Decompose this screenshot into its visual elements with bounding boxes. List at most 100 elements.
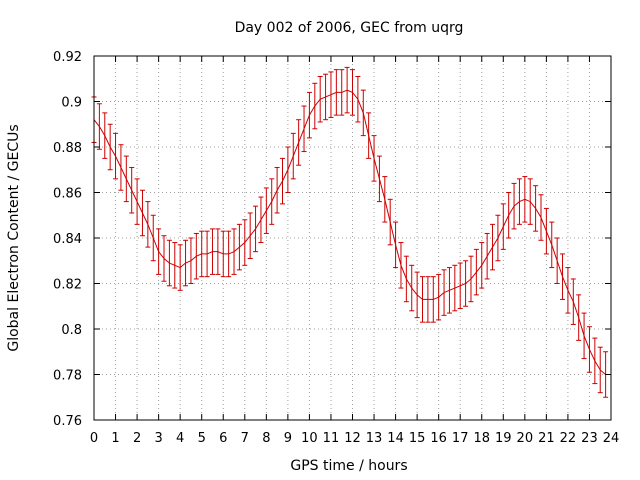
error-bar [242,219,248,266]
error-bar [495,214,501,262]
x-tick-label: 9 [284,431,292,446]
error-bar [139,189,145,237]
error-bar [247,212,253,259]
y-tick-label: 0.8 [61,323,82,338]
error-bar [446,267,452,314]
x-tick-label: 7 [241,431,249,446]
error-bar [355,75,361,123]
error-bar [473,248,479,296]
error-bar [376,155,382,203]
error-bar [145,201,151,248]
x-tick-label: 17 [452,431,469,446]
x-tick-label: 0 [90,431,98,446]
error-bar [183,239,189,287]
x-tick-label: 18 [473,431,490,446]
error-bar [253,205,259,253]
error-bar [231,228,237,275]
error-bar [215,228,221,275]
error-bar [430,276,436,323]
error-bar [269,178,275,225]
error-bar [516,178,522,225]
error-bar [441,269,447,316]
series-line [93,89,606,375]
error-bar [156,228,162,275]
error-bar [403,255,409,303]
error-bar [301,105,307,153]
error-bar [570,278,576,325]
error-bar [576,294,582,341]
error-bar [350,69,355,116]
error-bar [560,253,566,300]
y-tick-label: 0.78 [53,369,82,384]
error-bar [366,112,372,159]
error-bar [220,230,226,278]
x-tick-label: 1 [111,431,119,446]
x-tick-label: 6 [219,431,227,446]
x-tick-label: 22 [560,431,577,446]
error-bar [506,192,512,239]
chart-title: Day 002 of 2006, GEC from uqrg [235,20,464,36]
error-bar [102,112,108,159]
x-tick-label: 5 [198,431,206,446]
error-bar [398,242,404,289]
error-bar [500,203,506,250]
y-tick-label: 0.76 [53,414,82,429]
x-tick-label: 21 [538,431,555,446]
error-bar [274,166,280,214]
data-series [91,66,609,398]
error-bar [107,123,113,171]
x-tick-label: 23 [581,431,598,446]
error-bar [166,239,172,287]
error-bar [150,214,156,262]
error-bar [118,144,124,191]
error-bar [468,255,474,303]
error-bar [543,207,549,255]
x-tick-label: 12 [344,431,361,446]
error-bar [134,178,140,225]
x-tick-label: 2 [133,431,141,446]
x-tick-label: 14 [387,431,404,446]
x-tick-label: 4 [176,431,184,446]
error-bar [333,69,339,116]
plot-frame [93,55,612,421]
x-tick-label: 24 [603,431,620,446]
error-bar [382,176,388,223]
error-bar [285,146,291,193]
x-tick-label: 11 [323,431,340,446]
error-bar [204,230,210,278]
error-bar [549,221,555,269]
error-bar [387,198,393,246]
error-bar [371,135,377,182]
error-bar [420,276,426,323]
error-bar [457,262,463,310]
error-bar [209,228,215,275]
axes: 0 1 2 3 4 5 6 7 8 9 10 11 12 13 14 15 16 17 18 19 20 21 22 23 24… [53,50,619,446]
error-bar [96,103,102,150]
y-axis-label: Global Electron Content / GECUs [6,124,22,351]
error-bar [113,132,119,180]
y-tick-label: 0.82 [53,278,82,293]
error-bar [344,66,350,114]
x-tick-label: 3 [154,431,162,446]
error-bar [317,75,323,123]
error-bar [414,271,420,319]
x-axis-label: GPS time / hours [290,458,407,474]
error-bar [199,230,205,278]
y-tick-label: 0.92 [53,50,82,65]
error-bar [323,73,329,121]
error-bar [306,91,312,139]
error-bar [236,223,242,271]
x-tick-label: 16 [430,431,447,446]
error-bar [463,260,469,307]
error-bar [597,346,603,394]
error-bar [258,196,264,244]
error-bar [296,119,302,166]
error-bar [436,273,442,321]
x-tick-label: 10 [301,431,318,446]
error-bar [129,166,135,214]
error-bar [312,82,318,130]
error-bar [328,71,334,118]
error-bar [533,185,539,232]
